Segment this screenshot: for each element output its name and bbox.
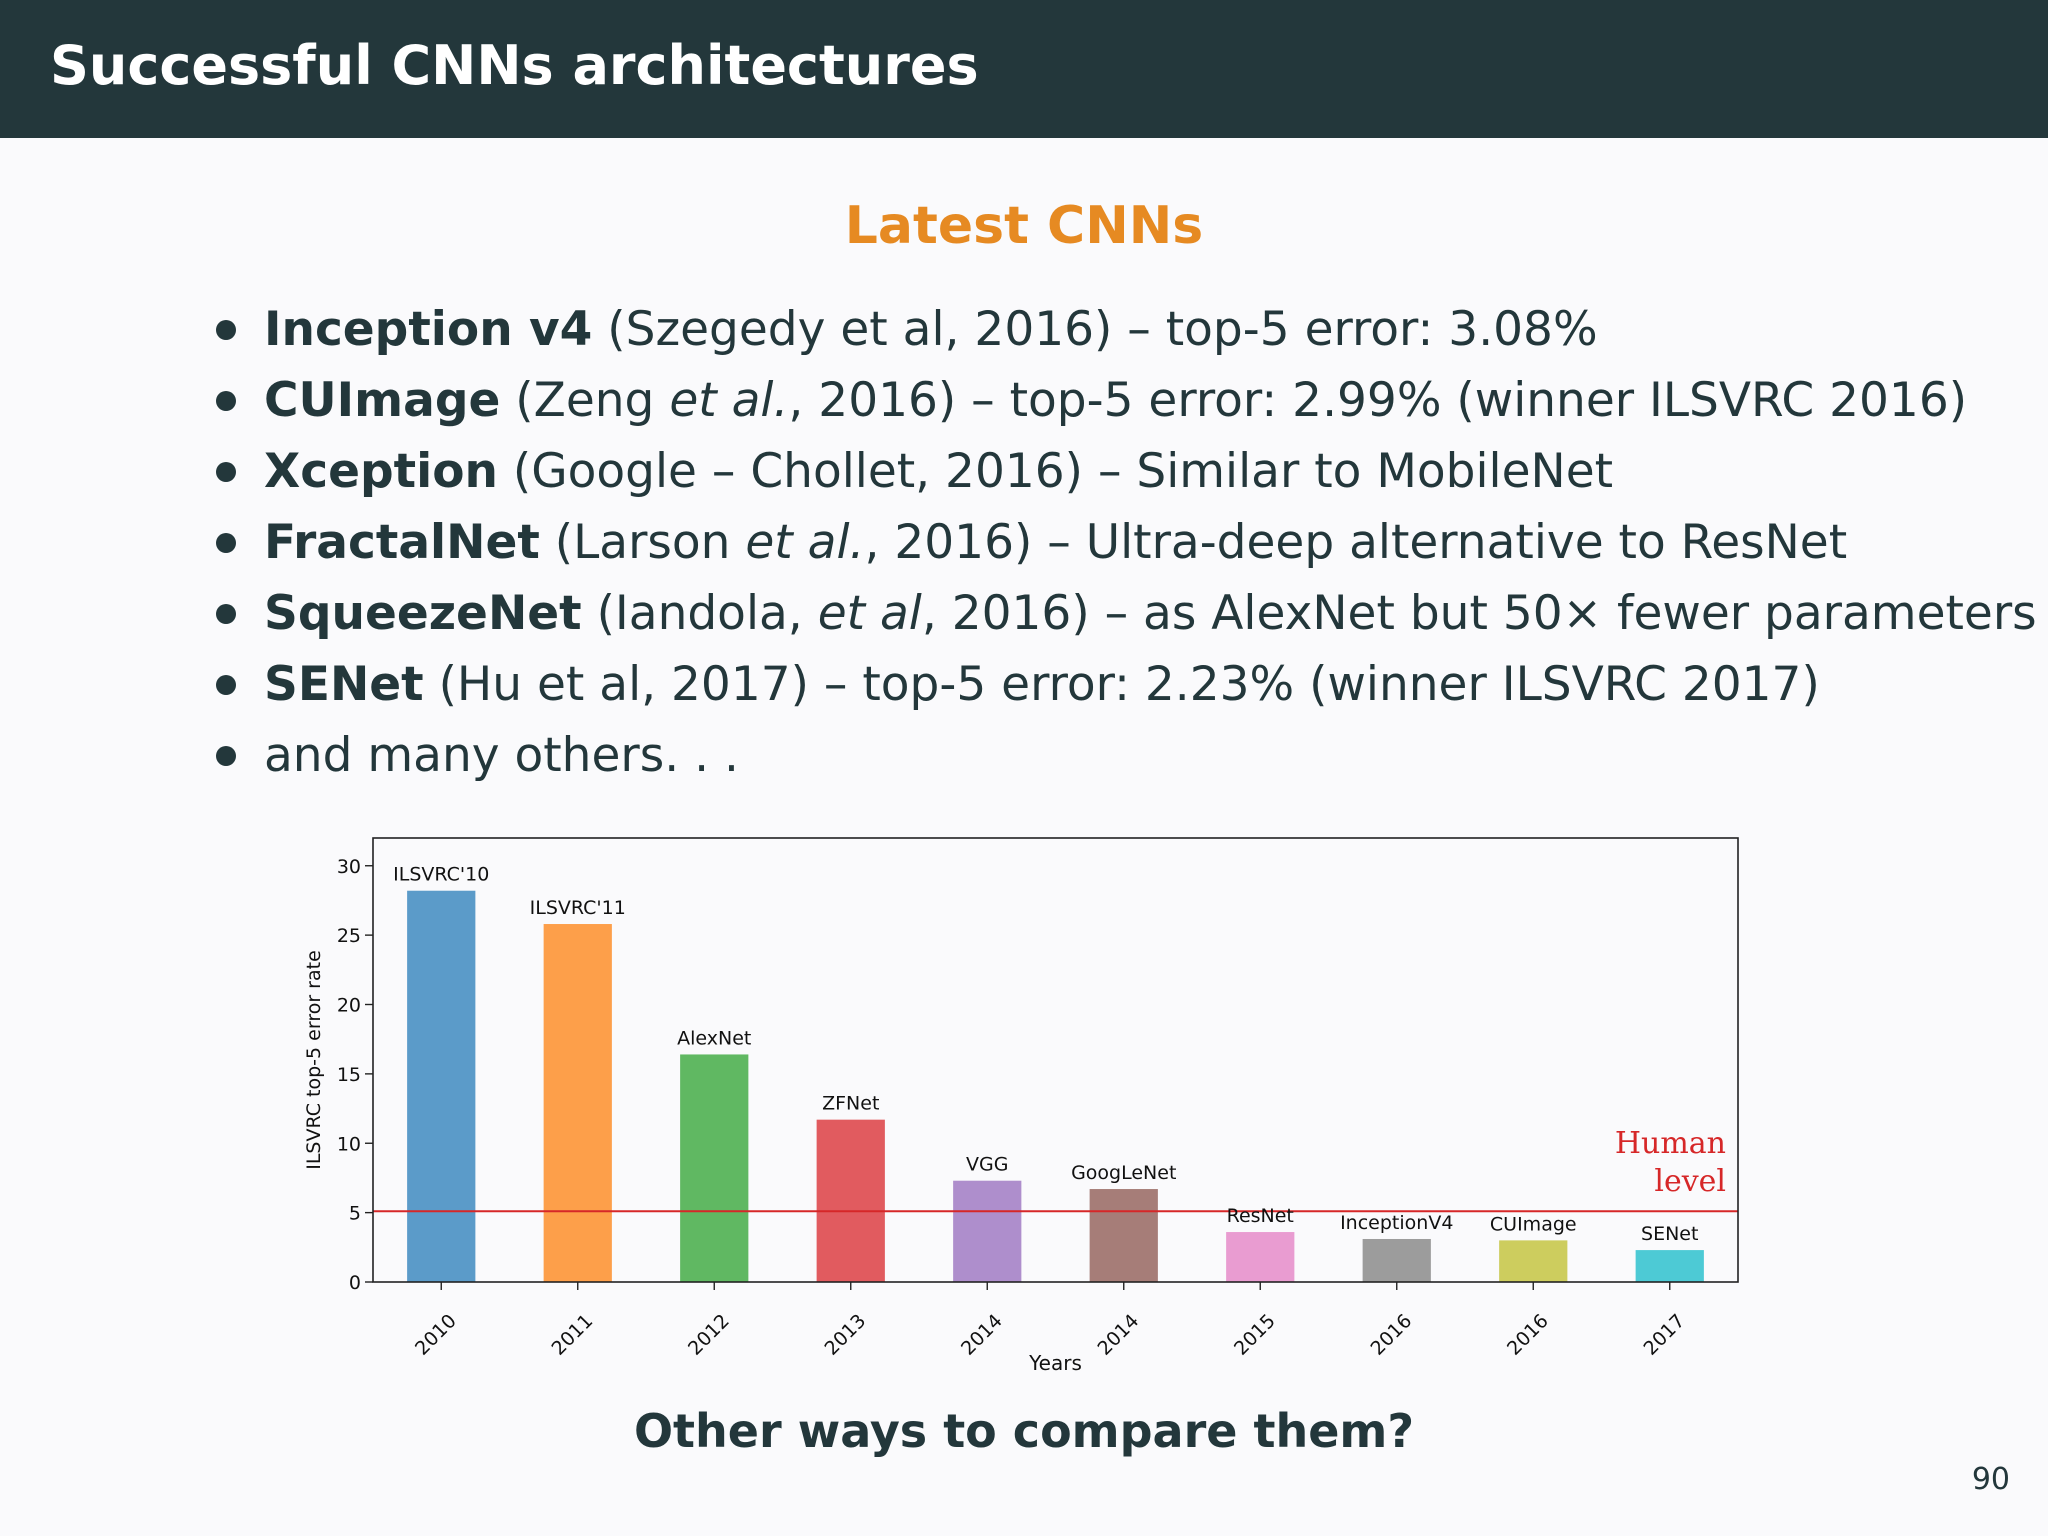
bullet-item: SENet (Hu et al, 2017) – top-5 error: 2.… xyxy=(210,649,2010,720)
bullet-text: (Hu et al, 2017) – top-5 error: 2.23% (w… xyxy=(423,657,1820,712)
plot-frame xyxy=(372,837,1739,1283)
x-axis-label: Years xyxy=(1028,1351,1082,1375)
x-tick-label: 2013 xyxy=(821,1310,871,1360)
bullet-item: Xception (Google – Chollet, 2016) – Simi… xyxy=(210,436,2010,507)
x-tick-label: 2016 xyxy=(1503,1310,1553,1360)
y-tick-label: 15 xyxy=(337,1064,361,1086)
bullet-text: (Zeng xyxy=(500,373,670,428)
bullet-list: Inception v4 (Szegedy et al, 2016) – top… xyxy=(210,294,2037,791)
bullet-text: and many others. . . xyxy=(264,728,739,783)
bar xyxy=(680,1054,749,1282)
bullet-text-end: , 2016) – Ultra-deep alternative to ResN… xyxy=(864,515,1848,570)
closing-question: Other ways to compare them? xyxy=(633,1404,1415,1458)
bullet-name: SqueezeNet xyxy=(264,586,582,641)
bar xyxy=(1089,1189,1158,1282)
bullet-item: FractalNet (Larson et al., 2016) – Ultra… xyxy=(210,507,2010,578)
bullet-icon xyxy=(216,320,236,340)
bullet-icon xyxy=(216,533,236,553)
bullet-text: (Larson xyxy=(539,515,746,570)
x-tick-label: 2011 xyxy=(548,1310,598,1360)
bullet-icon xyxy=(216,462,236,482)
bullet-item: SqueezeNet (Iandola, et al, 2016) – as A… xyxy=(210,578,2037,649)
y-tick-label: 10 xyxy=(337,1133,361,1155)
human-level-label-2: level xyxy=(1654,1164,1726,1199)
y-tick-label: 30 xyxy=(337,856,361,878)
x-tick-label: 2015 xyxy=(1230,1310,1280,1360)
bar-label: CUImage xyxy=(1490,1213,1577,1235)
bullet-italic: et al xyxy=(817,586,922,641)
bar xyxy=(407,890,476,1282)
bullet-text: (Google – Chollet, 2016) – Similar to Mo… xyxy=(497,444,1614,499)
bullet-text: (Szegedy et al, 2016) – top-5 error: 3.0… xyxy=(592,302,1598,357)
bullet-name: SENet xyxy=(264,657,424,712)
bullet-icon xyxy=(216,675,236,695)
y-tick-label: 5 xyxy=(349,1203,361,1225)
bullet-icon xyxy=(216,746,236,766)
bullet-item: CUImage (Zeng et al., 2016) – top-5 erro… xyxy=(210,365,2010,436)
bar-label: ResNet xyxy=(1227,1205,1294,1227)
bullet-name: Inception v4 xyxy=(264,302,593,357)
bar-label: ILSVRC'10 xyxy=(393,864,489,886)
bar-label: ZFNet xyxy=(822,1093,879,1115)
bar-label: InceptionV4 xyxy=(1340,1212,1453,1234)
bullet-name: FractalNet xyxy=(264,515,540,570)
x-tick-label: 2016 xyxy=(1367,1310,1417,1360)
bar xyxy=(1499,1240,1568,1282)
page-number: 90 xyxy=(1971,1462,2010,1497)
bullet-icon xyxy=(216,391,236,411)
y-axis-label: ILSVRC top-5 error rate xyxy=(303,950,325,1170)
bar-label: GoogLeNet xyxy=(1071,1162,1176,1184)
bar-label: SENet xyxy=(1641,1223,1698,1245)
bullet-name: CUImage xyxy=(264,373,501,428)
bar xyxy=(1362,1238,1431,1282)
human-level-label: Human xyxy=(1615,1126,1726,1161)
bar xyxy=(543,924,612,1282)
bullet-text-end: , 2016) – as AlexNet but 50× fewer param… xyxy=(921,586,2037,641)
y-tick-label: 25 xyxy=(337,925,361,947)
bullet-icon xyxy=(216,604,236,624)
bullet-text-end: , 2016) – top-5 error: 2.99% (winner ILS… xyxy=(788,373,1968,428)
bar xyxy=(953,1180,1022,1282)
bar-label: ILSVRC'11 xyxy=(530,897,626,919)
y-tick-label: 20 xyxy=(337,995,361,1017)
bullet-italic: et al. xyxy=(745,515,865,570)
x-tick-label: 2012 xyxy=(684,1310,734,1360)
y-tick-label: 0 xyxy=(349,1272,361,1294)
bullet-item: Inception v4 (Szegedy et al, 2016) – top… xyxy=(210,294,2010,365)
x-tick-label: 2010 xyxy=(411,1310,461,1360)
x-tick-label: 2014 xyxy=(957,1310,1007,1360)
x-tick-label: 2014 xyxy=(1094,1310,1144,1360)
block-title: Latest CNNs xyxy=(844,196,1204,256)
x-tick-label: 2017 xyxy=(1640,1310,1690,1360)
bar-label: VGG xyxy=(966,1154,1008,1176)
bar-label: AlexNet xyxy=(677,1027,751,1049)
bullet-italic: et al. xyxy=(669,373,789,428)
header-bar: Successful CNNs architectures xyxy=(0,0,2048,138)
bar xyxy=(1226,1232,1295,1282)
slide-title: Successful CNNs architectures xyxy=(50,34,979,97)
bullet-text: (Iandola, xyxy=(581,586,818,641)
error-rate-bar-chart: 0 5 10 15 20 25 30 2010 ILSVRC'10 2011 ILSVRC'11 20… xyxy=(303,837,1739,1375)
bullet-item: and many others. . . xyxy=(210,720,2010,791)
bar xyxy=(1635,1250,1704,1282)
bar xyxy=(816,1119,885,1282)
bullet-name: Xception xyxy=(264,444,498,499)
